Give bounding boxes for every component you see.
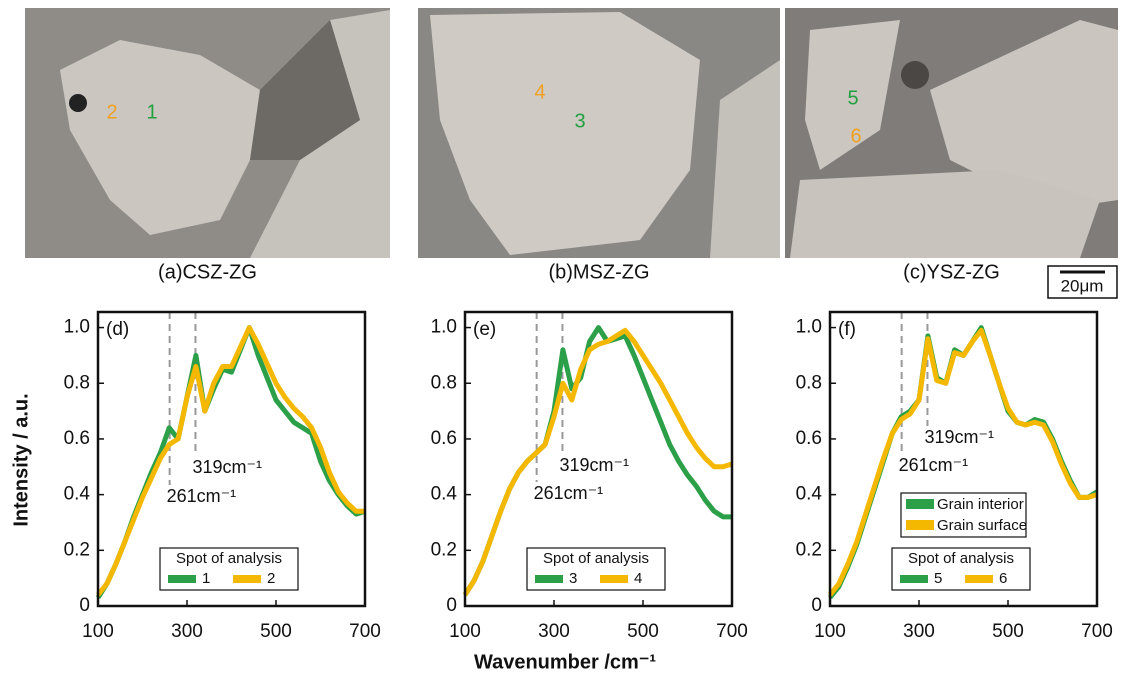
y-axis-title: Intensity / a.u. xyxy=(10,393,32,526)
y-tick-label: 0.2 xyxy=(796,539,822,560)
x-tick-label: 700 xyxy=(1081,621,1113,642)
x-tick-label: 100 xyxy=(82,621,114,642)
y-tick-label: 0.2 xyxy=(64,539,90,560)
y-tick-label: 0.8 xyxy=(431,372,457,393)
y-tick-label: 0.4 xyxy=(431,484,458,505)
legend-title: Spot of analysis xyxy=(176,550,282,567)
y-tick-label: 0.4 xyxy=(796,484,823,505)
x-tick-label: 500 xyxy=(992,621,1024,642)
spot-label: 6 xyxy=(850,125,861,147)
x-tick-label: 100 xyxy=(814,621,846,642)
plot-frame xyxy=(463,310,734,608)
spot-label: 5 xyxy=(847,87,858,109)
scale-bar-label: 20μm xyxy=(1061,276,1104,295)
spot-label: 1 xyxy=(146,101,157,123)
y-tick-label: 0 xyxy=(811,595,822,616)
legend-label: 4 xyxy=(634,570,642,587)
legend-label: 2 xyxy=(267,570,275,587)
x-tick-label: 500 xyxy=(627,621,659,642)
legend-label: 5 xyxy=(934,570,942,587)
plot-frame xyxy=(96,310,367,608)
y-tick-label: 0 xyxy=(79,595,90,616)
x-tick-label: 700 xyxy=(349,621,381,642)
y-tick-label: 0.8 xyxy=(796,372,822,393)
legend-title: Spot of analysis xyxy=(908,550,1014,567)
y-tick-label: 0.6 xyxy=(431,428,457,449)
y-tick-label: 1.0 xyxy=(431,317,457,338)
scale-bar-box xyxy=(1047,265,1118,299)
y-tick-label: 0.2 xyxy=(431,539,457,560)
x-axis-title: Wavenumber /cm⁻¹ xyxy=(474,651,656,673)
micrograph xyxy=(785,8,1118,258)
y-tick-label: 1.0 xyxy=(64,317,90,338)
y-tick-label: 0.6 xyxy=(796,428,822,449)
x-tick-label: 300 xyxy=(171,621,203,642)
annotation-label: 319cm⁻¹ xyxy=(924,427,994,447)
x-tick-label: 100 xyxy=(449,621,481,642)
panel-label: (d) xyxy=(106,319,129,340)
legend-title: Spot of analysis xyxy=(543,550,649,567)
image-caption: (c)YSZ-ZG xyxy=(903,261,1000,283)
legend-label: 6 xyxy=(999,570,1007,587)
y-tick-label: 0.6 xyxy=(64,428,90,449)
legend-label: 3 xyxy=(569,570,577,587)
plot-frame xyxy=(828,310,1099,608)
panel-label: (e) xyxy=(473,319,496,340)
y-tick-label: 0.4 xyxy=(64,484,91,505)
y-tick-label: 1.0 xyxy=(796,317,822,338)
spot-label: 3 xyxy=(574,110,585,132)
panel-label: (f) xyxy=(838,319,856,340)
annotation-label: 261cm⁻¹ xyxy=(534,483,604,503)
x-tick-label: 500 xyxy=(260,621,292,642)
x-tick-label: 300 xyxy=(538,621,570,642)
series-line xyxy=(828,327,1098,597)
x-tick-label: 300 xyxy=(903,621,935,642)
micrograph xyxy=(25,8,390,258)
annotation-label: 261cm⁻¹ xyxy=(899,455,969,475)
y-tick-label: 0 xyxy=(446,595,457,616)
legend-label: Grain interior xyxy=(937,496,1024,513)
image-caption: (b)MSZ-ZG xyxy=(548,261,649,283)
annotation-label: 261cm⁻¹ xyxy=(167,486,237,506)
x-tick-label: 700 xyxy=(716,621,748,642)
series-line xyxy=(96,325,365,597)
annotation-label: 319cm⁻¹ xyxy=(192,457,262,477)
annotation-label: 319cm⁻¹ xyxy=(559,455,629,475)
legend-label: 1 xyxy=(202,570,210,587)
spot-label: 4 xyxy=(534,81,545,103)
legend-label: Grain surface xyxy=(937,517,1027,534)
spot-label: 2 xyxy=(106,101,117,123)
y-tick-label: 0.8 xyxy=(64,372,90,393)
series-line xyxy=(462,327,733,597)
micrograph xyxy=(418,8,780,258)
image-caption: (a)CSZ-ZG xyxy=(158,261,257,283)
